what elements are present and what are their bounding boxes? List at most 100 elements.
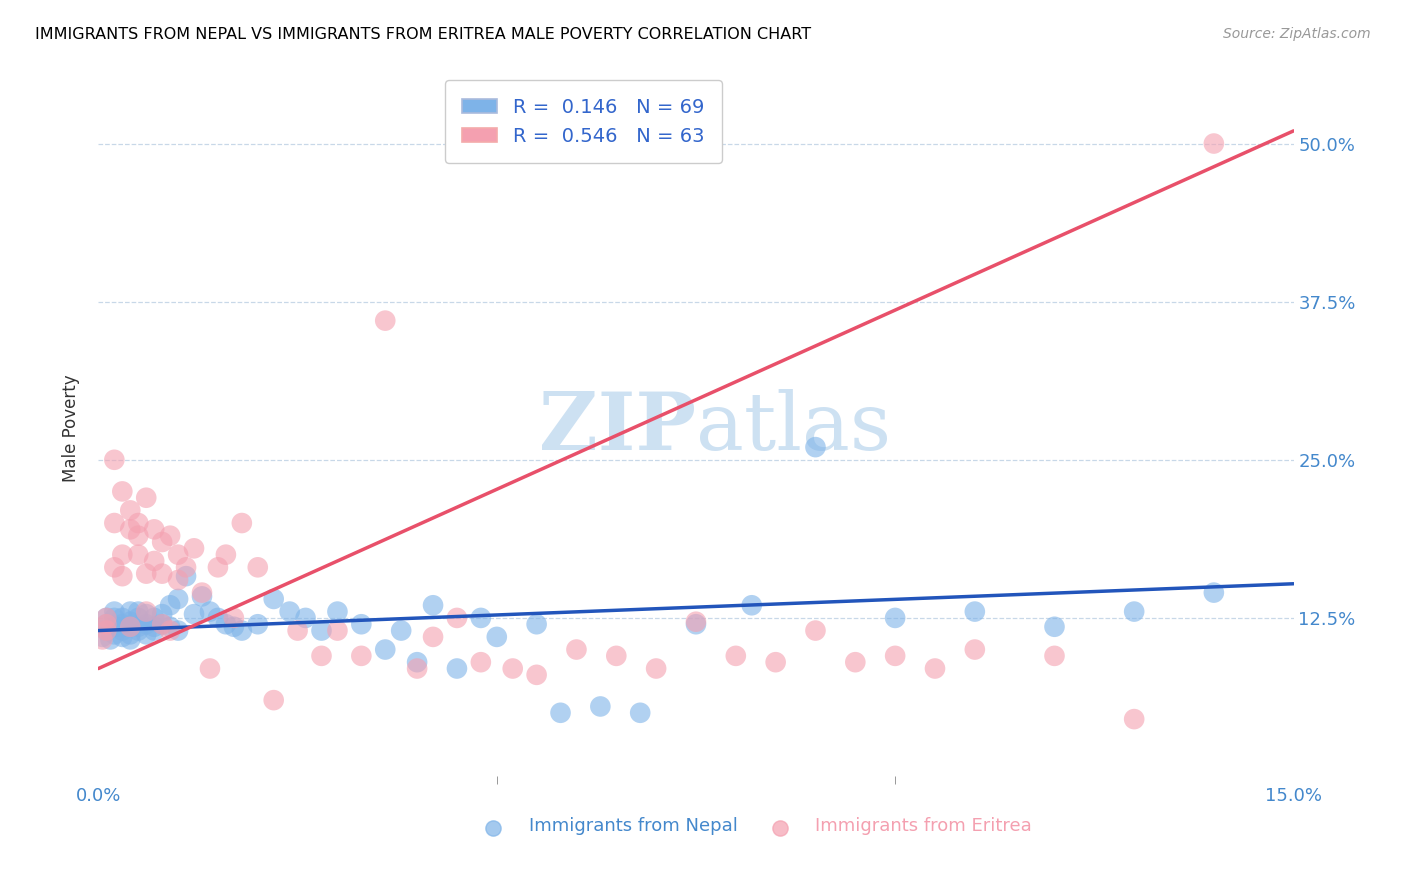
Point	[246, 617, 269, 632]
Point	[167, 624, 190, 638]
Point	[127, 605, 149, 619]
Point	[446, 611, 468, 625]
Point	[526, 668, 548, 682]
Point	[143, 611, 166, 625]
Point	[91, 632, 114, 647]
Point	[222, 611, 245, 625]
Point	[159, 529, 181, 543]
Point	[183, 541, 205, 556]
Point	[485, 630, 508, 644]
Point	[294, 611, 316, 625]
Point	[150, 617, 173, 632]
Point	[96, 611, 118, 625]
Point	[111, 611, 134, 625]
Point	[884, 648, 907, 663]
Point	[127, 548, 149, 562]
Point	[174, 560, 197, 574]
Point	[120, 620, 142, 634]
Point	[470, 655, 492, 669]
Point	[685, 615, 707, 629]
Point	[127, 611, 149, 625]
Point	[628, 706, 651, 720]
Text: atlas: atlas	[696, 389, 891, 467]
Point	[804, 440, 827, 454]
Point	[159, 599, 181, 613]
Point	[96, 611, 118, 625]
Point	[741, 599, 763, 613]
Point	[1202, 136, 1225, 151]
Point	[143, 620, 166, 634]
Point	[150, 566, 173, 581]
Point	[103, 516, 125, 530]
Point	[98, 632, 122, 647]
Point	[96, 617, 118, 632]
Legend: R =  0.146   N = 69, R =  0.546   N = 63: R = 0.146 N = 69, R = 0.546 N = 63	[446, 80, 723, 163]
Point	[502, 661, 524, 675]
Point	[127, 624, 149, 638]
Point	[287, 624, 309, 638]
Point	[231, 516, 253, 530]
Point	[103, 611, 125, 625]
Point	[963, 642, 986, 657]
Point	[103, 605, 125, 619]
Point	[446, 661, 468, 675]
Point	[111, 617, 134, 632]
Point	[111, 548, 134, 562]
Point	[374, 313, 396, 327]
Y-axis label: Male Poverty: Male Poverty	[62, 375, 80, 482]
Point	[120, 620, 142, 634]
Point	[150, 607, 173, 621]
Point	[550, 706, 572, 720]
Point	[135, 607, 157, 621]
Point	[207, 611, 229, 625]
Point	[150, 617, 173, 632]
Point	[804, 624, 827, 638]
Point	[278, 605, 301, 619]
Point	[159, 624, 181, 638]
Point	[231, 624, 253, 638]
Point	[1123, 605, 1146, 619]
Point	[326, 624, 349, 638]
Point	[135, 491, 157, 505]
Point	[198, 605, 221, 619]
Point	[96, 624, 118, 638]
Point	[143, 554, 166, 568]
Point	[120, 632, 142, 647]
Point	[167, 591, 190, 606]
Point	[103, 452, 125, 467]
Point	[143, 624, 166, 638]
Point	[1043, 648, 1066, 663]
Point	[685, 617, 707, 632]
Point	[174, 569, 197, 583]
Point	[183, 607, 205, 621]
Point	[311, 648, 333, 663]
Point	[765, 655, 787, 669]
Point	[884, 611, 907, 625]
Point	[311, 624, 333, 638]
Text: Immigrants from Eritrea: Immigrants from Eritrea	[815, 817, 1032, 835]
Point	[127, 529, 149, 543]
Point	[406, 655, 429, 669]
Point	[150, 535, 173, 549]
Point	[120, 605, 142, 619]
Point	[167, 548, 190, 562]
Point	[103, 620, 125, 634]
Point	[645, 661, 668, 675]
Point	[207, 560, 229, 574]
Point	[350, 617, 373, 632]
Point	[135, 617, 157, 632]
Text: Immigrants from Nepal: Immigrants from Nepal	[529, 817, 738, 835]
Point	[215, 617, 238, 632]
Point	[143, 522, 166, 536]
Text: IMMIGRANTS FROM NEPAL VS IMMIGRANTS FROM ERITREA MALE POVERTY CORRELATION CHART: IMMIGRANTS FROM NEPAL VS IMMIGRANTS FROM…	[35, 27, 811, 42]
Point	[127, 516, 149, 530]
Point	[135, 566, 157, 581]
Point	[111, 569, 134, 583]
Point	[127, 620, 149, 634]
Point	[103, 627, 125, 641]
Point	[120, 627, 142, 641]
Point	[198, 661, 221, 675]
Point	[222, 620, 245, 634]
Point	[1123, 712, 1146, 726]
Point	[135, 627, 157, 641]
